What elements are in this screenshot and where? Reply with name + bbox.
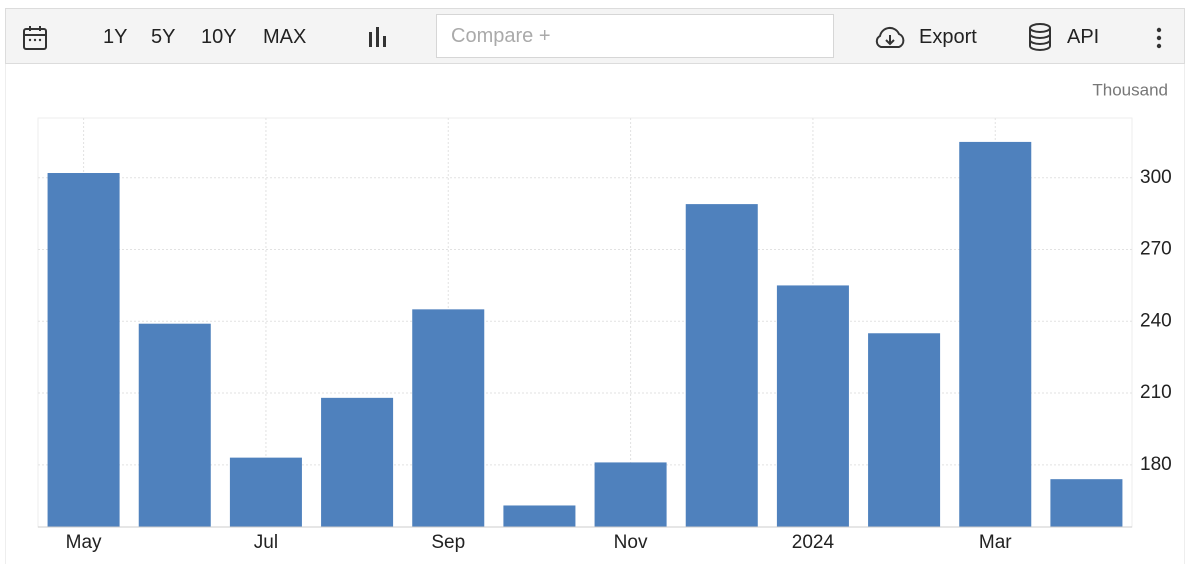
x-tick-label: Jul — [254, 532, 278, 553]
bar — [1050, 479, 1123, 527]
bar — [138, 323, 211, 527]
x-tick-label: Nov — [614, 532, 648, 553]
x-tick-label: May — [66, 532, 102, 553]
bar — [776, 285, 849, 527]
bar — [229, 457, 302, 527]
x-tick-label: Sep — [431, 532, 465, 553]
y-tick-label: 180 — [1140, 454, 1172, 475]
calendar-icon[interactable] — [22, 25, 48, 51]
bar — [594, 462, 667, 527]
toolbar: 1Y 5Y 10Y MAX Compare + Export API — [5, 8, 1185, 64]
menu-icon[interactable] — [1154, 27, 1164, 49]
unit-label: Thousand — [1092, 80, 1168, 99]
chart-type-icon[interactable] — [366, 26, 390, 50]
bar — [47, 173, 120, 527]
export-button[interactable]: Export — [919, 26, 977, 48]
bar — [685, 204, 758, 527]
compare-input[interactable]: Compare + — [436, 14, 834, 58]
bar — [868, 333, 941, 527]
x-tick-label: 2024 — [792, 532, 835, 553]
bar — [503, 505, 576, 527]
chart-area — [5, 64, 1185, 564]
y-tick-label: 300 — [1140, 167, 1172, 188]
range-button[interactable]: 1Y — [103, 26, 128, 48]
range-button[interactable]: 5Y — [151, 26, 176, 48]
bar — [959, 141, 1032, 527]
api-button[interactable]: API — [1067, 26, 1100, 48]
range-button[interactable]: MAX — [263, 26, 307, 48]
export-icon[interactable] — [872, 26, 908, 50]
bar — [321, 397, 394, 527]
range-button[interactable]: 10Y — [201, 26, 237, 48]
y-tick-label: 240 — [1140, 310, 1172, 331]
y-tick-label: 210 — [1140, 382, 1172, 403]
api-icon[interactable] — [1028, 23, 1052, 51]
bar — [412, 309, 485, 527]
x-tick-label: Mar — [979, 532, 1012, 553]
y-tick-label: 270 — [1140, 239, 1172, 260]
